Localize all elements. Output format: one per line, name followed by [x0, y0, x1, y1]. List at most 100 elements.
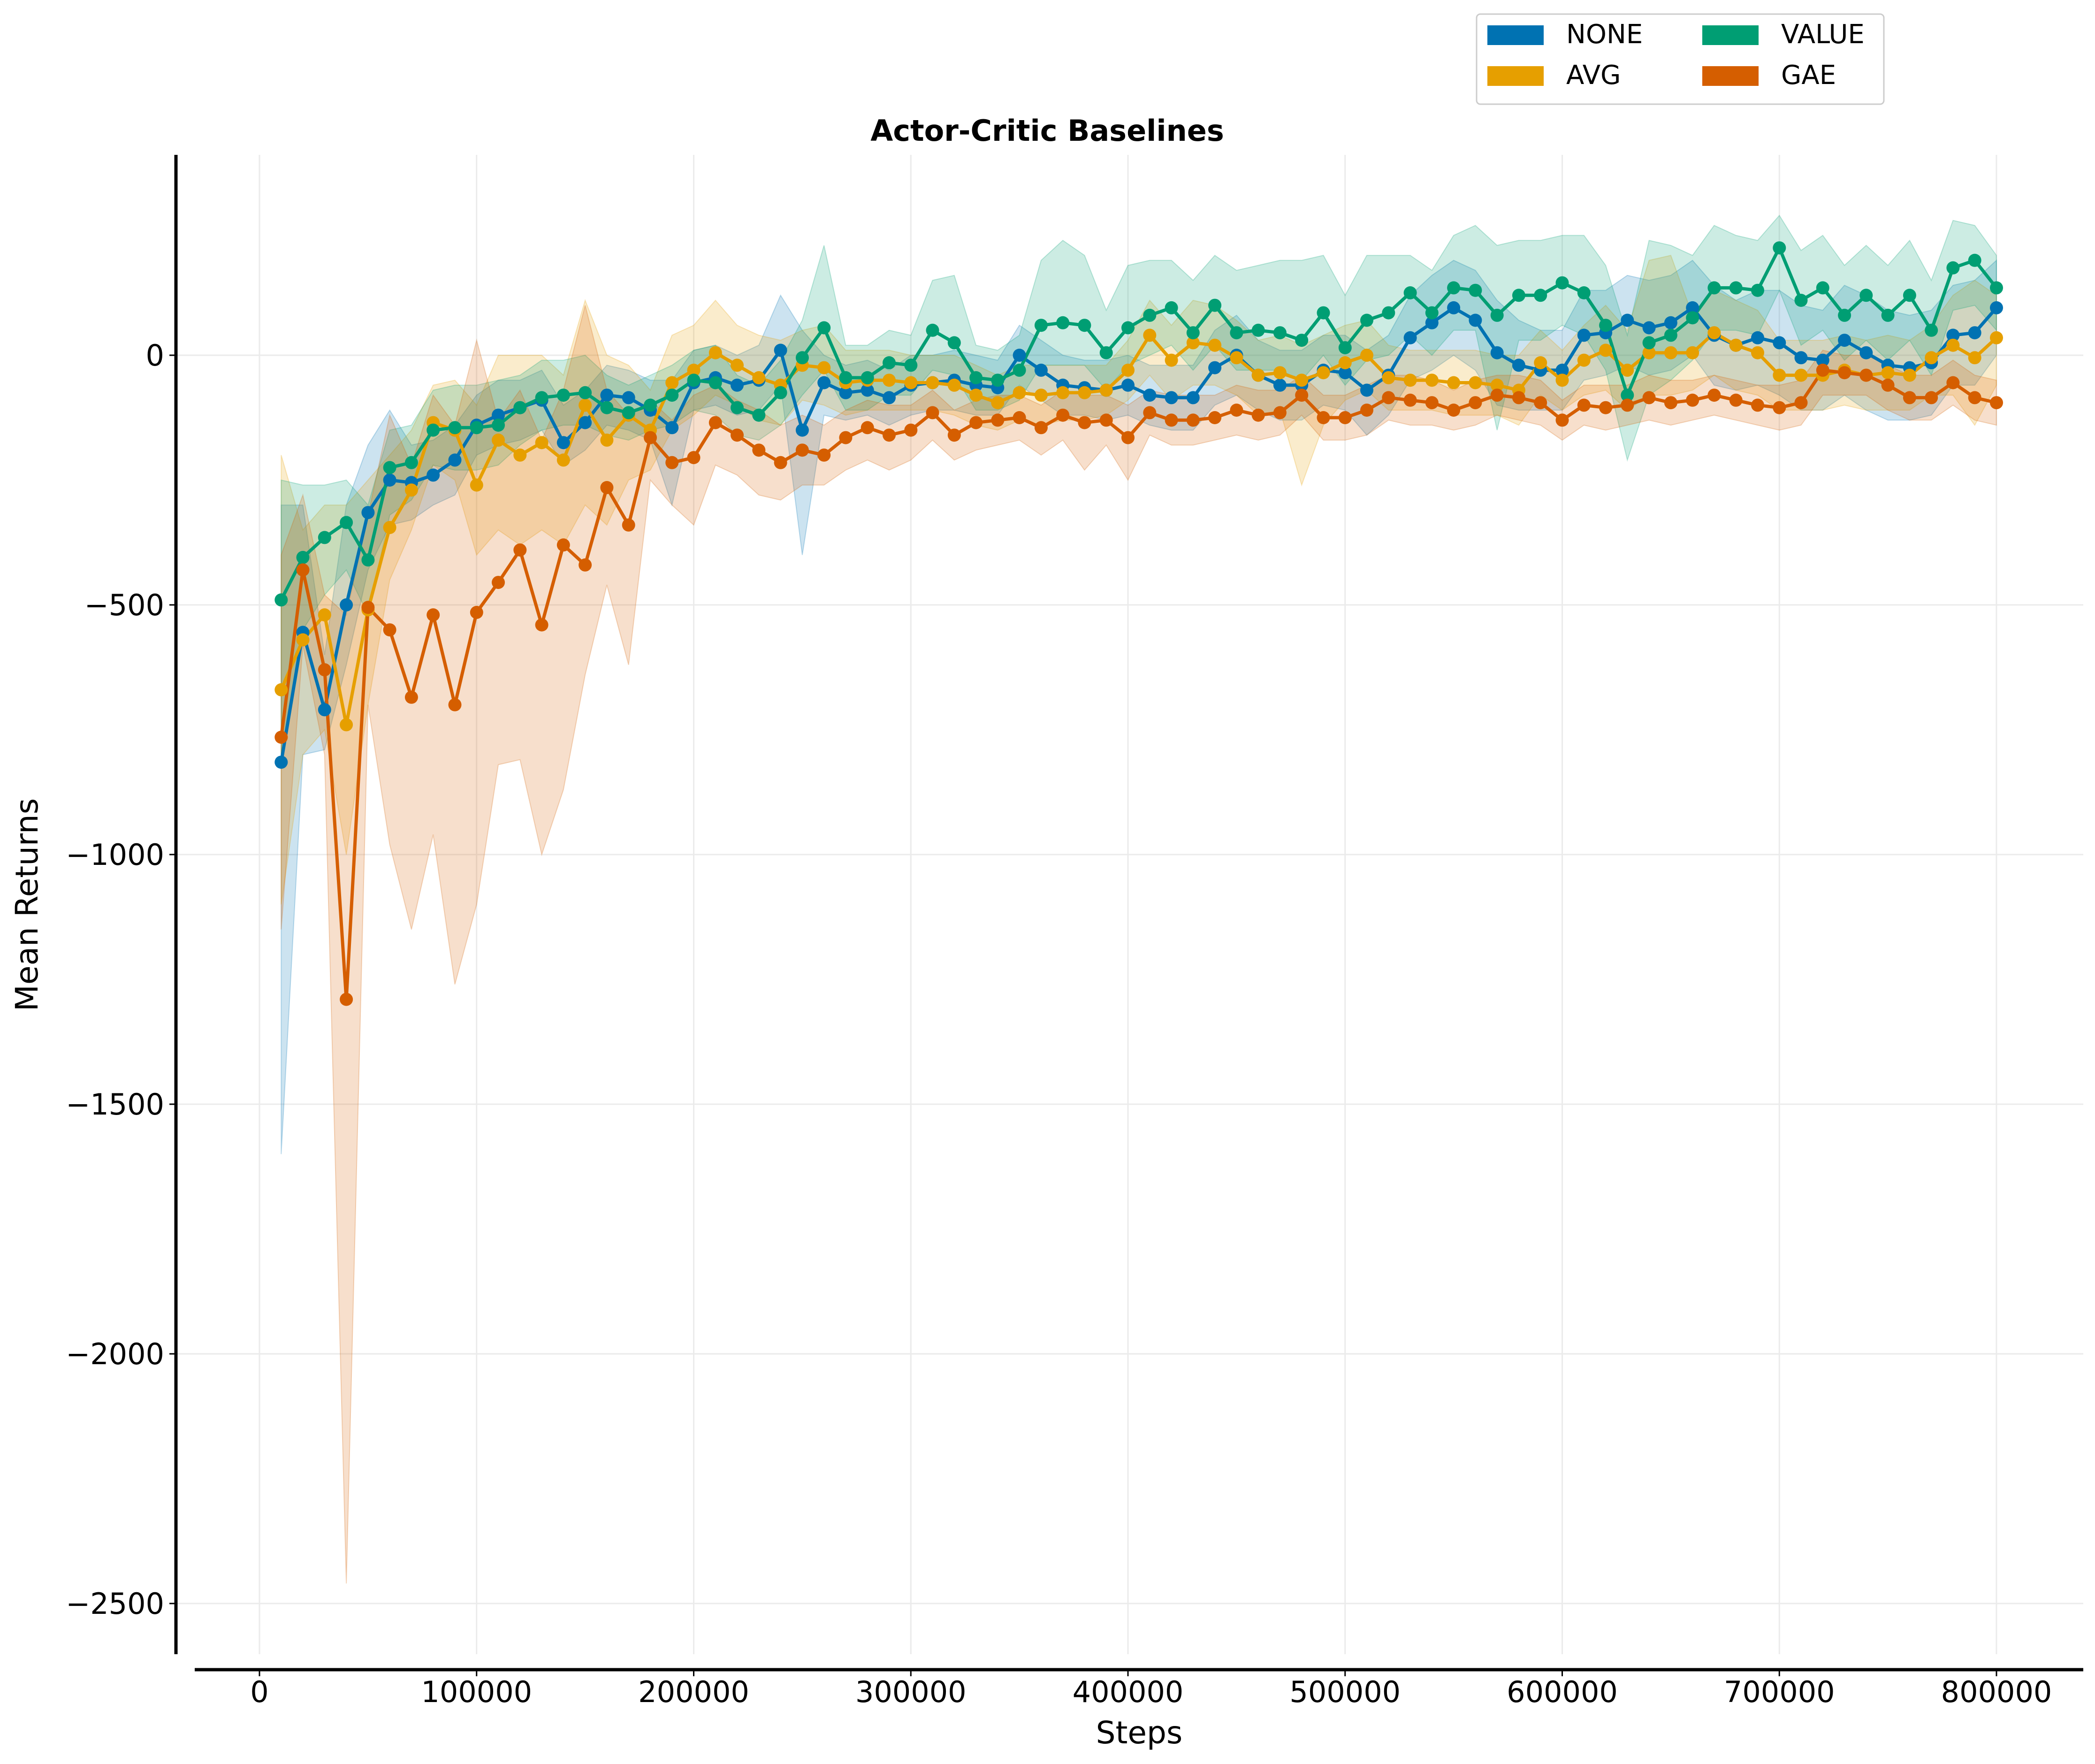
point-avg	[991, 396, 1005, 410]
point-value	[1903, 289, 1916, 302]
point-none	[1577, 328, 1591, 342]
point-none	[1816, 353, 1829, 367]
point-none	[340, 598, 353, 611]
point-none	[427, 468, 440, 482]
point-gae	[1555, 413, 1569, 427]
point-value	[1425, 306, 1439, 320]
legend-label-value: VALUE	[1781, 19, 1865, 50]
point-gae	[1773, 401, 1786, 414]
y-tick-label: −500	[84, 588, 164, 622]
point-gae	[470, 606, 483, 619]
point-value	[1230, 326, 1243, 340]
point-value	[839, 371, 853, 384]
point-value	[644, 398, 657, 412]
point-avg	[513, 448, 527, 462]
point-gae	[1946, 376, 1960, 389]
point-gae	[1338, 411, 1352, 424]
point-avg	[1664, 346, 1677, 359]
y-tick-label: −2000	[66, 1337, 164, 1371]
point-gae	[926, 406, 939, 420]
point-avg	[1686, 346, 1699, 359]
y-ticks: 0 −500 −1000 −1500 −2000 −2500	[66, 338, 176, 1621]
point-value	[1512, 289, 1525, 302]
point-gae	[1621, 398, 1634, 412]
x-tick-label: 200000	[638, 1675, 749, 1709]
point-avg	[1751, 346, 1764, 359]
point-value	[1078, 319, 1091, 332]
point-value	[1338, 341, 1352, 354]
point-value	[1621, 389, 1634, 402]
point-value	[535, 391, 549, 405]
point-avg	[535, 436, 549, 450]
point-gae	[969, 416, 983, 429]
point-avg	[1056, 386, 1070, 399]
point-value	[579, 386, 592, 399]
point-none	[622, 391, 635, 405]
point-avg	[1534, 356, 1547, 369]
point-value	[556, 389, 570, 402]
point-value	[1360, 313, 1373, 327]
point-gae	[1490, 389, 1504, 402]
point-gae	[774, 456, 787, 469]
point-avg	[1295, 374, 1309, 387]
point-avg	[383, 521, 396, 535]
point-value	[361, 553, 375, 567]
point-value	[991, 374, 1005, 387]
point-gae	[731, 428, 744, 442]
point-gae	[1968, 391, 1981, 405]
point-avg	[1208, 338, 1222, 352]
point-value	[752, 408, 766, 422]
point-value	[1838, 308, 1851, 322]
point-gae	[708, 416, 722, 429]
series-points	[274, 241, 2003, 1006]
point-value	[861, 371, 874, 384]
point-gae	[991, 413, 1005, 427]
point-value	[492, 419, 505, 432]
point-value	[1208, 298, 1222, 312]
point-value	[448, 421, 462, 435]
legend-swatch-value	[1702, 25, 1759, 45]
point-gae	[1859, 368, 1873, 382]
point-value	[1642, 336, 1656, 350]
point-gae	[1686, 393, 1699, 407]
x-tick-label: 0	[250, 1675, 268, 1709]
point-none	[774, 344, 787, 357]
point-none	[839, 386, 853, 399]
point-gae	[1143, 406, 1157, 420]
point-none	[731, 378, 744, 392]
point-gae	[687, 451, 701, 465]
point-value	[1599, 319, 1613, 332]
point-value	[1165, 301, 1178, 314]
point-avg	[1186, 336, 1200, 350]
band-avg	[281, 255, 1997, 905]
point-none	[1664, 316, 1677, 329]
point-avg	[296, 633, 310, 647]
point-gae	[1599, 401, 1613, 414]
point-value	[1295, 334, 1309, 347]
point-gae	[1534, 396, 1547, 410]
point-value	[1946, 261, 1960, 275]
point-avg	[926, 376, 939, 389]
x-tick-label: 600000	[1507, 1675, 1618, 1709]
legend-swatch-gae	[1702, 66, 1759, 86]
point-avg	[752, 371, 766, 384]
point-avg	[1403, 374, 1417, 387]
point-gae	[1664, 396, 1677, 410]
point-avg	[404, 483, 418, 497]
point-value	[1273, 326, 1287, 340]
point-gae	[1273, 406, 1287, 420]
point-none	[861, 383, 874, 397]
point-none	[1773, 336, 1786, 350]
point-gae	[1056, 408, 1070, 422]
point-value	[817, 321, 831, 335]
legend-label-avg: AVG	[1566, 60, 1621, 91]
point-gae	[535, 618, 549, 632]
point-none	[1034, 363, 1048, 377]
point-gae	[1751, 398, 1764, 412]
point-avg	[883, 374, 896, 387]
x-tick-label: 800000	[1941, 1675, 2052, 1709]
point-value	[1664, 328, 1677, 342]
point-gae	[361, 601, 375, 614]
chart-title: Actor-Critic Baselines	[870, 114, 1224, 148]
